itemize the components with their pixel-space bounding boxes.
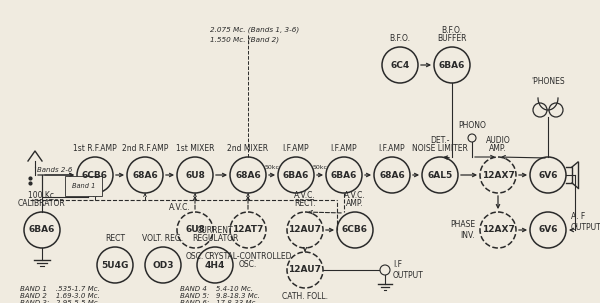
- Text: Band 1: Band 1: [72, 183, 95, 189]
- Text: A.V.C.: A.V.C.: [294, 191, 316, 200]
- Text: RECT: RECT: [105, 234, 125, 243]
- Text: 6AL5: 6AL5: [427, 171, 452, 179]
- Text: BAND 3:   2.95-5.5 Mc.: BAND 3: 2.95-5.5 Mc.: [20, 300, 100, 303]
- Text: 6BA6: 6BA6: [439, 61, 465, 69]
- Text: BAND 4    5.4-10 Mc.: BAND 4 5.4-10 Mc.: [180, 286, 253, 292]
- Text: 'PHONES: 'PHONES: [531, 77, 565, 86]
- Text: 2nd R.F.AMP: 2nd R.F.AMP: [122, 144, 168, 153]
- Text: 2nd MIXER: 2nd MIXER: [227, 144, 269, 153]
- Text: 6CB6: 6CB6: [82, 171, 108, 179]
- Text: B.F.O.: B.F.O.: [389, 34, 410, 43]
- Text: OSC.: OSC.: [239, 260, 257, 269]
- Text: 2.075 Mc. (Bands 1, 3-6): 2.075 Mc. (Bands 1, 3-6): [210, 27, 299, 33]
- Text: 6BA6: 6BA6: [283, 171, 309, 179]
- Text: OD3: OD3: [152, 261, 174, 269]
- Text: I.F.AMP: I.F.AMP: [331, 144, 358, 153]
- Text: 6U8: 6U8: [185, 225, 205, 235]
- Text: CRYSTAL-CONTROLLED: CRYSTAL-CONTROLLED: [204, 252, 292, 261]
- Text: REGULATOR: REGULATOR: [192, 234, 238, 243]
- Text: 6C4: 6C4: [391, 61, 410, 69]
- Text: 1st MIXER: 1st MIXER: [176, 144, 214, 153]
- Text: 100 Kc.: 100 Kc.: [28, 191, 56, 200]
- Text: BAND 2    1.69-3.0 Mc.: BAND 2 1.69-3.0 Mc.: [20, 293, 100, 299]
- Text: 5U4G: 5U4G: [101, 261, 128, 269]
- Text: OSC.: OSC.: [186, 252, 204, 261]
- Text: AUDIO: AUDIO: [485, 136, 511, 145]
- Text: 6V6: 6V6: [538, 225, 558, 235]
- Text: 50kc: 50kc: [313, 165, 328, 170]
- Text: 12AU7: 12AU7: [289, 265, 322, 275]
- Text: I.F.AMP: I.F.AMP: [379, 144, 406, 153]
- Text: BUFFER: BUFFER: [437, 34, 467, 43]
- Text: 6BA6: 6BA6: [29, 225, 55, 235]
- Text: 4H4: 4H4: [205, 261, 225, 269]
- Text: B.F.O.: B.F.O.: [442, 26, 463, 35]
- Text: NOISE LIMITER: NOISE LIMITER: [412, 144, 468, 153]
- Text: PHONO: PHONO: [458, 121, 486, 130]
- Text: A.V.C.: A.V.C.: [169, 203, 191, 212]
- Text: 68A6: 68A6: [379, 171, 405, 179]
- Text: 6CB6: 6CB6: [342, 225, 368, 235]
- Text: 1st R.F.AMP: 1st R.F.AMP: [73, 144, 117, 153]
- Text: CURRENT: CURRENT: [197, 226, 233, 235]
- Text: PHASE
INV.: PHASE INV.: [450, 220, 475, 240]
- Text: Bands 2-6: Bands 2-6: [37, 167, 73, 173]
- Text: 12AT7: 12AT7: [232, 225, 263, 235]
- Text: A.V.C.: A.V.C.: [344, 191, 366, 200]
- Text: 68A6: 68A6: [235, 171, 261, 179]
- Text: CALIBRATOR: CALIBRATOR: [18, 199, 66, 208]
- Text: 12AU7: 12AU7: [289, 225, 322, 235]
- Text: 12AX7: 12AX7: [482, 225, 514, 235]
- Text: RECT.: RECT.: [294, 199, 316, 208]
- Text: BAND 6:   17.8-33 Mc.: BAND 6: 17.8-33 Mc.: [180, 300, 257, 303]
- Text: 68A6: 68A6: [132, 171, 158, 179]
- Text: 50kc: 50kc: [265, 165, 280, 170]
- Text: I.F
OUTPUT: I.F OUTPUT: [393, 260, 424, 280]
- Text: AMP.: AMP.: [489, 144, 507, 153]
- Text: I.F.AMP: I.F.AMP: [283, 144, 310, 153]
- Text: BAND 5:   9.8-18.3 Mc.: BAND 5: 9.8-18.3 Mc.: [180, 293, 260, 299]
- Text: BAND 1    .535-1.7 Mc.: BAND 1 .535-1.7 Mc.: [20, 286, 100, 292]
- Text: VOLT. REG.: VOLT. REG.: [142, 234, 184, 243]
- Text: AMP.: AMP.: [346, 199, 364, 208]
- Text: CATH. FOLL.: CATH. FOLL.: [282, 292, 328, 301]
- Text: 6U8: 6U8: [185, 171, 205, 179]
- Text: A. F
OUTPUT: A. F OUTPUT: [571, 212, 600, 232]
- Text: DET.-: DET.-: [430, 136, 450, 145]
- Text: 12AX7: 12AX7: [482, 171, 514, 179]
- Text: 6BA6: 6BA6: [331, 171, 357, 179]
- Text: 6V6: 6V6: [538, 171, 558, 179]
- Text: 1.550 Mc. (Band 2): 1.550 Mc. (Band 2): [210, 37, 279, 43]
